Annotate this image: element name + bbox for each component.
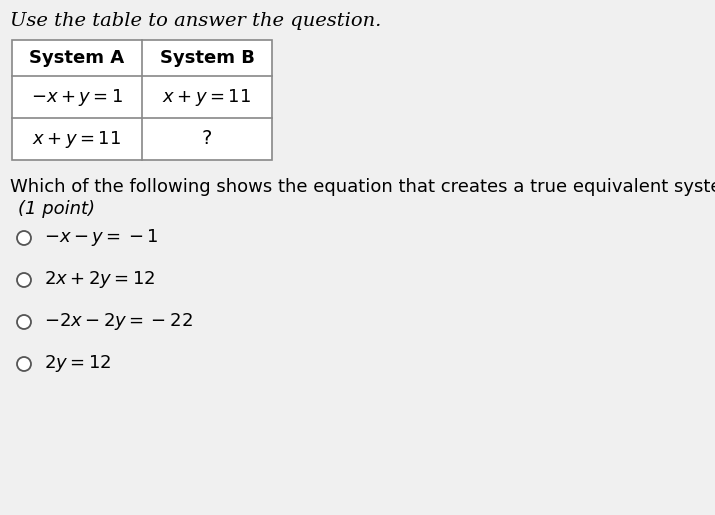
Text: $x+y=11$: $x+y=11$ xyxy=(162,87,252,108)
Text: $-x-y=-1$: $-x-y=-1$ xyxy=(44,228,159,249)
Circle shape xyxy=(17,273,31,287)
Circle shape xyxy=(17,357,31,371)
Text: $-x+y=1$: $-x+y=1$ xyxy=(31,87,123,108)
Bar xyxy=(12,40,272,160)
Text: (1 point): (1 point) xyxy=(18,200,95,218)
Circle shape xyxy=(17,315,31,329)
Text: System A: System A xyxy=(29,49,124,67)
Text: Which of the following shows the equation that creates a true equivalent system?: Which of the following shows the equatio… xyxy=(10,178,715,196)
Text: $-2x-2y=-22$: $-2x-2y=-22$ xyxy=(44,312,193,333)
Text: $2x+2y=12$: $2x+2y=12$ xyxy=(44,269,156,290)
Text: $2y=12$: $2y=12$ xyxy=(44,353,112,374)
Circle shape xyxy=(17,231,31,245)
Text: ?: ? xyxy=(202,129,212,148)
Text: $x+y=11$: $x+y=11$ xyxy=(32,129,122,149)
Text: System B: System B xyxy=(159,49,255,67)
Text: Use the table to answer the question.: Use the table to answer the question. xyxy=(10,12,381,30)
